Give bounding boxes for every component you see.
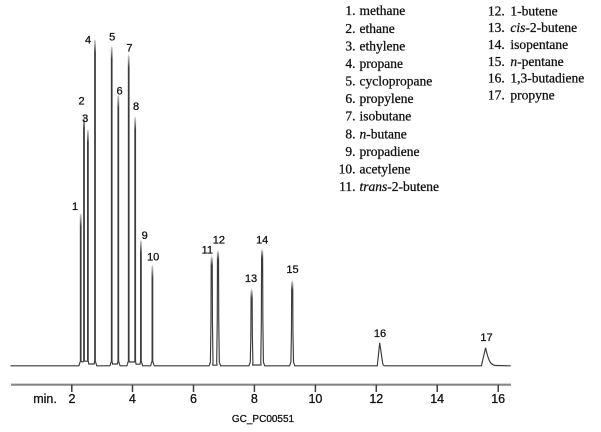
svg-text:2: 2 [78,95,84,107]
svg-text:cis-2-butene: cis-2-butene [510,20,577,35]
svg-text:12: 12 [213,234,225,246]
svg-text:14: 14 [256,234,268,246]
svg-text:ethylene: ethylene [360,38,406,53]
svg-text:13.: 13. [488,20,505,35]
svg-text:n-pentane: n-pentane [510,54,563,69]
svg-text:2: 2 [69,392,76,406]
svg-text:n-butane: n-butane [360,126,407,141]
svg-text:3: 3 [82,113,88,125]
svg-text:propadiene: propadiene [360,144,420,159]
svg-text:isobutane: isobutane [360,109,412,124]
svg-text:6.: 6. [345,91,355,106]
svg-text:4.: 4. [345,56,355,71]
svg-text:17: 17 [480,332,492,344]
svg-text:11: 11 [202,244,213,256]
svg-text:7.: 7. [345,109,355,124]
svg-text:trans-2-butene: trans-2-butene [360,179,440,194]
svg-text:1-butene: 1-butene [510,3,557,18]
svg-text:8: 8 [133,101,139,113]
svg-text:16.: 16. [488,71,505,86]
svg-text:10.: 10. [339,161,356,176]
svg-text:17.: 17. [488,88,505,103]
svg-text:10: 10 [147,252,159,264]
svg-text:4: 4 [85,34,91,46]
svg-text:9: 9 [142,230,148,242]
svg-text:cyclopropane: cyclopropane [360,74,433,89]
svg-text:5: 5 [109,31,115,43]
svg-text:12: 12 [369,392,383,406]
svg-text:1: 1 [72,201,78,213]
svg-text:propylene: propylene [360,91,414,106]
svg-text:9.: 9. [345,144,355,159]
svg-text:15.: 15. [488,54,505,69]
svg-text:12.: 12. [488,3,505,18]
svg-text:16: 16 [374,328,386,340]
svg-text:1,3-butadiene: 1,3-butadiene [510,71,584,86]
svg-text:propyne: propyne [510,88,554,103]
svg-text:6: 6 [117,85,123,97]
svg-text:methane: methane [360,3,406,18]
svg-text:8.: 8. [345,126,355,141]
svg-text:15: 15 [286,264,298,276]
svg-text:GC_PC00551: GC_PC00551 [232,414,295,425]
svg-text:8: 8 [251,392,258,406]
svg-text:2.: 2. [345,21,355,36]
svg-text:14.: 14. [488,37,505,52]
svg-text:5.: 5. [345,74,355,89]
svg-text:16: 16 [491,392,505,406]
svg-text:1.: 1. [345,3,355,18]
svg-text:13: 13 [245,273,257,285]
svg-text:14: 14 [430,392,444,406]
svg-text:propane: propane [360,56,403,71]
svg-text:3.: 3. [345,38,355,53]
svg-text:7: 7 [126,43,132,55]
svg-text:ethane: ethane [360,21,395,36]
svg-text:4: 4 [129,392,136,406]
svg-text:10: 10 [308,392,322,406]
svg-text:isopentane: isopentane [510,37,568,52]
svg-text:acetylene: acetylene [360,161,411,176]
svg-text:6: 6 [190,392,197,406]
svg-text:min.: min. [33,392,57,406]
svg-text:11.: 11. [339,179,355,194]
